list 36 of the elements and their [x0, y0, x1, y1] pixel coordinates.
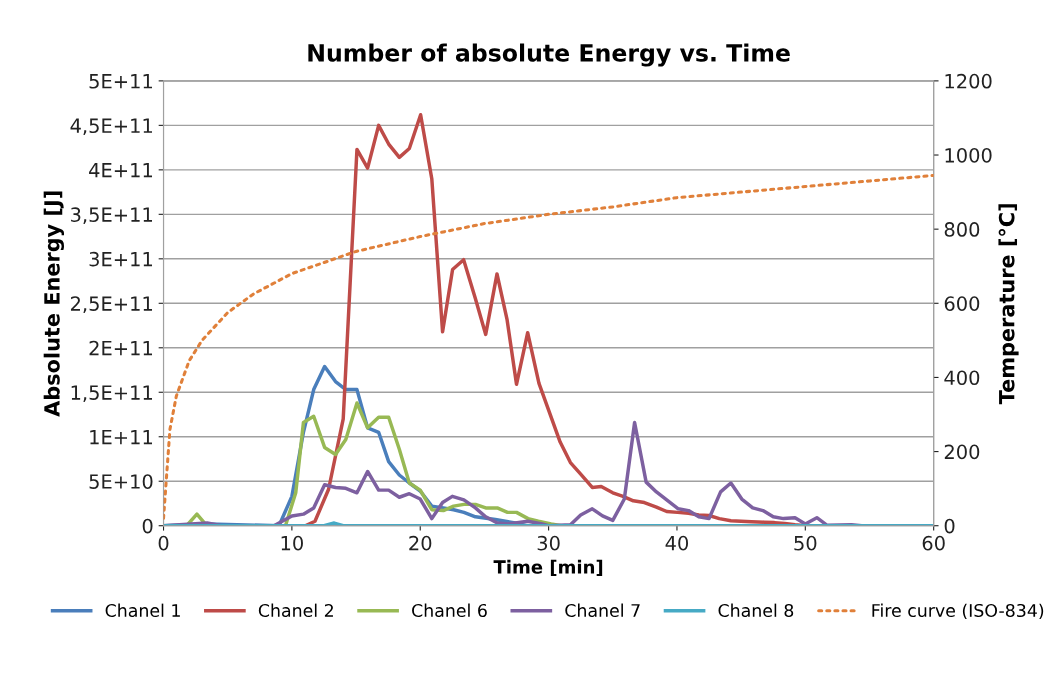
- legend-label: Chanel 6: [412, 603, 487, 618]
- y-tick-label: 4E+11: [89, 163, 152, 178]
- y-axis-title: Absolute Energy [J]: [43, 191, 64, 417]
- y2-tick-label: 200: [944, 444, 980, 460]
- y-tick-label: 2,5E+11: [70, 296, 152, 313]
- x-tick-label: 20: [409, 535, 432, 551]
- x-tick-label: 0: [158, 535, 169, 551]
- y-tick-label: 5E+11: [89, 74, 152, 89]
- x-tick-label: 10: [281, 535, 303, 551]
- legend-label: Fire curve (ISO-834): [872, 603, 1044, 620]
- legend-label: Chanel 2: [258, 603, 333, 618]
- legend-label: Chanel 7: [565, 603, 640, 618]
- y2-tick-label: 0: [944, 518, 955, 534]
- x-tick-label: 30: [537, 535, 560, 551]
- y-tick-label: 2E+11: [89, 340, 152, 356]
- y-tick-label: 3E+11: [89, 251, 152, 267]
- chart-title: Number of absolute Energy vs. Time: [308, 43, 790, 67]
- y-tick-label: 5E+10: [89, 474, 153, 489]
- line-series: [163, 173, 934, 520]
- x-axis-title: Time [min]: [493, 559, 603, 576]
- y-tick-label: 1,5E+11: [71, 385, 152, 402]
- x-tick-label: 50: [794, 535, 817, 551]
- legend-label: Chanel 1: [105, 603, 180, 618]
- x-tick-label: 60: [922, 535, 945, 551]
- y2-tick-label: 600: [944, 296, 980, 311]
- y2-tick-label: 800: [944, 222, 980, 237]
- y2-tick-label: 1200: [945, 73, 992, 89]
- y-tick-label: 4,5E+11: [70, 118, 152, 136]
- y2-tick-label: 400: [944, 370, 980, 386]
- y-tick-label: 0: [142, 518, 153, 534]
- legend-label: Chanel 8: [718, 603, 794, 618]
- y-tick-label: 1E+11: [90, 429, 152, 445]
- x-tick-label: 40: [665, 535, 689, 551]
- y2-tick-label: 1000: [945, 147, 992, 163]
- y-tick-label: 3,5E+11: [71, 207, 152, 224]
- y2-axis-title: Temperature [°C]: [998, 204, 1019, 405]
